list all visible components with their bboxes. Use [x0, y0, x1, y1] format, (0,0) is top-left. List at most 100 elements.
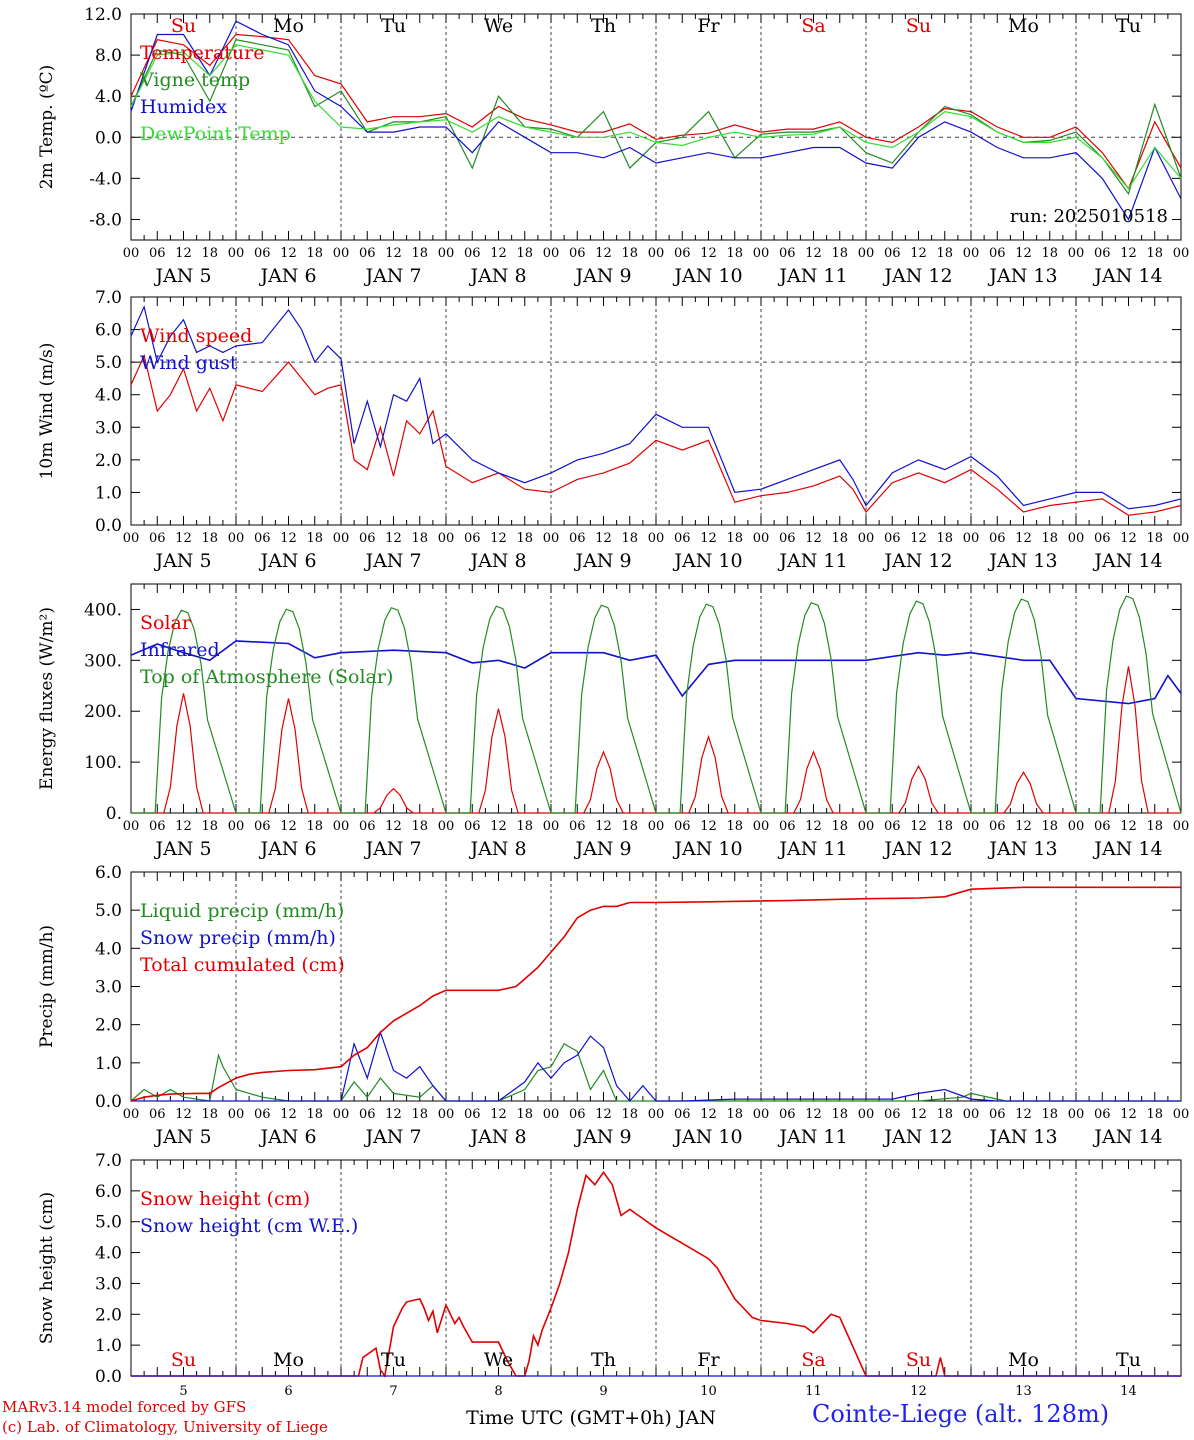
day-label: JAN 14 — [1092, 265, 1162, 287]
y-tick-label: 5.0 — [95, 901, 122, 921]
day-number-label: 8 — [494, 1384, 502, 1399]
day-number-label: 12 — [910, 1384, 927, 1399]
hour-tick-label: 06 — [674, 1107, 691, 1122]
weekday-label: Su — [171, 1349, 196, 1371]
y-axis-label: 2m Temp. (ºC) — [37, 65, 57, 190]
hour-tick-label: 00 — [858, 1107, 875, 1122]
hour-tick-label: 06 — [989, 1107, 1006, 1122]
hour-tick-label: 18 — [621, 1107, 638, 1122]
hour-tick-label: 06 — [254, 1107, 271, 1122]
weekday-label: Sa — [801, 1349, 825, 1371]
y-tick-label: 1.0 — [95, 1054, 122, 1074]
hour-tick-label: 18 — [1041, 246, 1058, 261]
weekday-label: Mo — [273, 1349, 304, 1371]
hour-tick-label: 06 — [1094, 1107, 1111, 1122]
hour-tick-label: 00 — [123, 246, 140, 261]
x-axis-label: Time UTC (GMT+0h) JAN — [466, 1407, 716, 1429]
hour-tick-label: 00 — [753, 819, 770, 834]
hour-tick-label: 06 — [884, 246, 901, 261]
y-tick-label: 7.0 — [95, 1151, 122, 1171]
hour-tick-label: 18 — [411, 1107, 428, 1122]
y-axis-label: Precip (mm/h) — [37, 925, 57, 1048]
hour-tick-label: 06 — [989, 819, 1006, 834]
footer-lab-credit: (c) Lab. of Climatology, University of L… — [2, 1418, 328, 1436]
y-tick-label: 8.0 — [95, 46, 122, 66]
y-tick-label: 3.0 — [95, 1274, 122, 1294]
hour-tick-label: 06 — [359, 1107, 376, 1122]
y-tick-label: 4.0 — [95, 386, 122, 406]
day-label: JAN 5 — [153, 838, 211, 860]
day-label: JAN 9 — [573, 550, 631, 572]
hour-tick-label: 18 — [516, 531, 533, 546]
hour-tick-label: 12 — [175, 819, 192, 834]
legend-entry: Infrared — [140, 639, 220, 661]
hour-tick-label: 12 — [1015, 1107, 1032, 1122]
hour-tick-label: 12 — [280, 819, 297, 834]
hour-tick-label: 06 — [149, 1107, 166, 1122]
weekday-label: Tu — [381, 15, 406, 37]
hour-tick-label: 06 — [254, 246, 271, 261]
hour-tick-label: 06 — [884, 531, 901, 546]
hour-tick-label: 06 — [884, 1107, 901, 1122]
hour-tick-label: 06 — [1094, 531, 1111, 546]
day-number-label: 10 — [700, 1384, 717, 1399]
hour-tick-label: 18 — [411, 819, 428, 834]
legend-entry: Temperature — [140, 42, 264, 64]
weekday-label: We — [484, 15, 513, 37]
day-label: JAN 11 — [777, 838, 847, 860]
y-tick-label: 0.0 — [95, 128, 122, 148]
hour-tick-label: 12 — [700, 1107, 717, 1122]
hour-tick-label: 12 — [490, 819, 507, 834]
day-label: JAN 11 — [777, 265, 847, 287]
panel-2 — [130, 296, 1182, 526]
hour-tick-label: 06 — [884, 819, 901, 834]
footer-location: Cointe-Liege (alt. 128m) — [812, 1400, 1110, 1428]
day-label: JAN 9 — [573, 265, 631, 287]
hour-tick-label: 00 — [228, 531, 245, 546]
hour-tick-label: 00 — [963, 819, 980, 834]
y-tick-label: 0.0 — [95, 1367, 122, 1387]
hour-tick-label: 00 — [543, 246, 560, 261]
weekday-label: Tu — [1116, 1349, 1141, 1371]
hour-tick-label: 12 — [910, 819, 927, 834]
hour-tick-label: 00 — [543, 819, 560, 834]
hour-tick-label: 06 — [1094, 246, 1111, 261]
day-label: JAN 14 — [1092, 550, 1162, 572]
hour-tick-label: 06 — [989, 531, 1006, 546]
hour-tick-label: 18 — [1146, 246, 1163, 261]
hour-tick-label: 00 — [123, 1107, 140, 1122]
hour-tick-label: 00 — [123, 819, 140, 834]
day-label: JAN 12 — [882, 265, 952, 287]
hour-tick-label: 18 — [1041, 819, 1058, 834]
day-label: JAN 13 — [987, 265, 1057, 287]
hour-tick-label: 12 — [595, 246, 612, 261]
hour-tick-label: 00 — [1173, 531, 1190, 546]
day-label: JAN 5 — [153, 1126, 211, 1148]
y-tick-label: -8.0 — [89, 210, 122, 230]
day-number-label: 13 — [1015, 1384, 1032, 1399]
day-label: JAN 13 — [987, 550, 1057, 572]
hour-tick-label: 00 — [543, 1107, 560, 1122]
hour-tick-label: 18 — [831, 246, 848, 261]
hour-tick-label: 00 — [333, 246, 350, 261]
hour-tick-label: 12 — [1120, 819, 1137, 834]
weekday-label: Mo — [1008, 15, 1039, 37]
hour-tick-label: 00 — [1173, 1107, 1190, 1122]
legend-entry: Liquid precip (mm/h) — [140, 900, 344, 922]
hour-tick-label: 06 — [254, 819, 271, 834]
y-tick-label: 5.0 — [95, 353, 122, 373]
hour-tick-label: 12 — [805, 1107, 822, 1122]
hour-tick-label: 18 — [936, 531, 953, 546]
day-label: JAN 9 — [573, 1126, 631, 1148]
series-line — [131, 1170, 1181, 1379]
hour-tick-label: 18 — [831, 1107, 848, 1122]
hour-tick-label: 18 — [201, 246, 218, 261]
hour-tick-label: 12 — [595, 1107, 612, 1122]
series-line — [130, 886, 1181, 1102]
day-label: JAN 6 — [258, 1126, 316, 1148]
series-line — [130, 33, 1182, 190]
hour-tick-label: 00 — [1068, 246, 1085, 261]
day-label: JAN 7 — [363, 838, 421, 860]
series-line — [130, 20, 1182, 221]
